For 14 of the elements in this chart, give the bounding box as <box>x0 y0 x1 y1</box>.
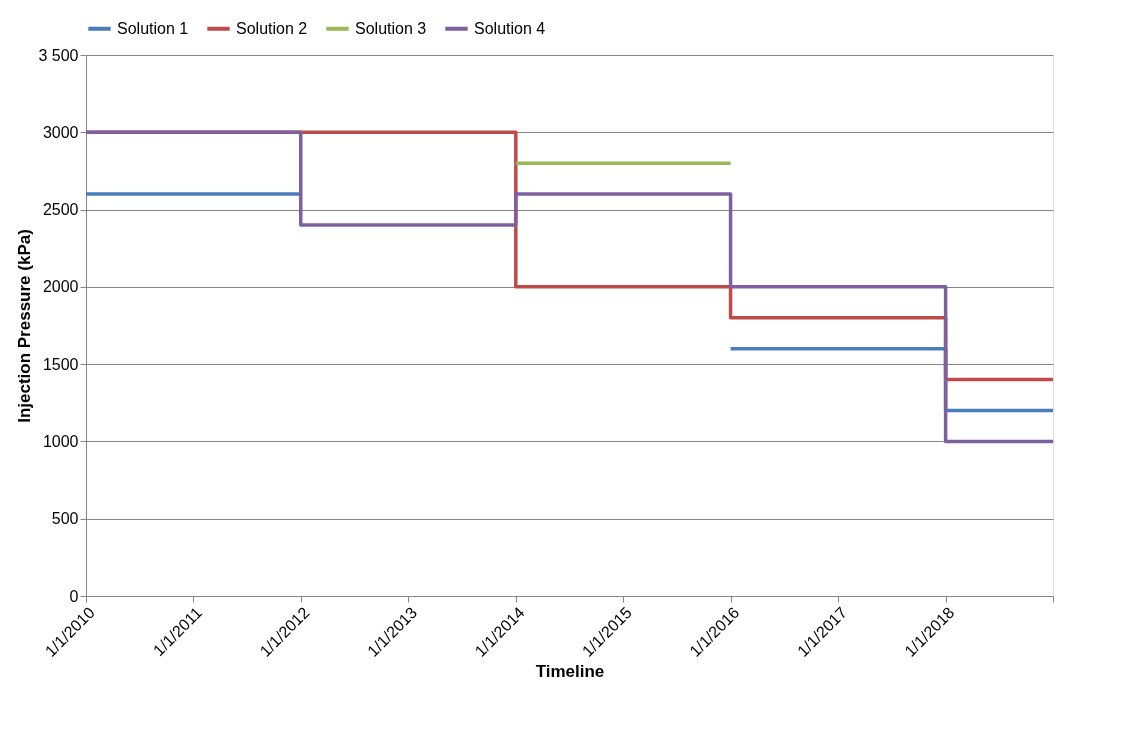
y-tick-label: 3 500 <box>38 46 79 64</box>
y-tick-label: 2000 <box>42 278 79 296</box>
y-axis-title: Injection Pressure (kPa) <box>15 229 35 423</box>
y-tick-label: 3000 <box>42 123 79 141</box>
legend-label: Solution 2 <box>236 19 308 37</box>
y-tick-label: 0 <box>69 587 79 605</box>
legend-label: Solution 3 <box>355 19 427 37</box>
legend-label: Solution 4 <box>474 19 546 37</box>
y-tick-label: 1500 <box>42 355 79 373</box>
legend-label: Solution 1 <box>117 19 189 37</box>
y-tick-label: 1000 <box>42 432 79 450</box>
x-axis-title: Timeline <box>535 661 605 681</box>
y-tick-label: 500 <box>51 510 79 528</box>
y-tick-label: 2500 <box>42 201 79 219</box>
